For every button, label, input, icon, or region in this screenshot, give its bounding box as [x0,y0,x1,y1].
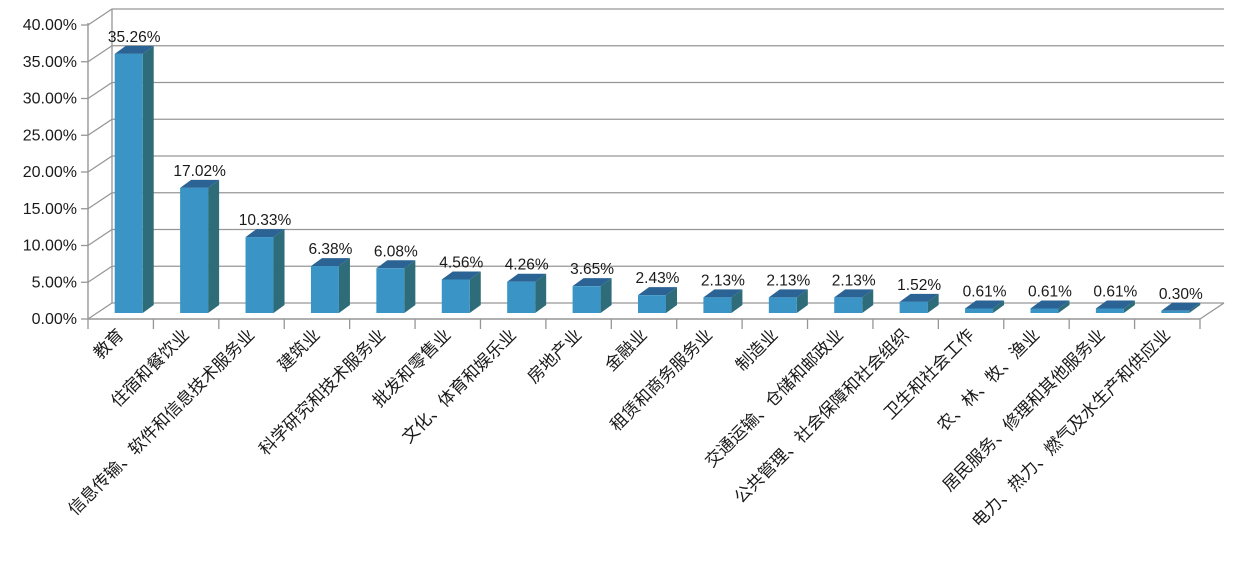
bar [376,268,405,313]
bar-value-label: 17.02% [173,163,226,180]
bar-value-label: 0.61% [1093,284,1137,301]
x-axis-category-label: 制造业 [732,325,781,374]
x-axis-category-label: 建筑业 [274,325,323,374]
bar-top-face [899,293,939,302]
bar-side-face [469,271,481,313]
bar-top-face [703,289,743,298]
bar [703,297,732,313]
bar-side-face [142,45,154,314]
bar-value-label: 4.56% [439,254,483,271]
bar-value-label: 0.61% [1028,284,1072,301]
bar-top-face [572,278,612,287]
bar-top-face [768,289,808,298]
bar-side-face [1123,300,1135,313]
y-axis-tick-label: 0.00% [32,311,77,328]
bar-top-face [834,289,874,298]
gridline [87,155,1224,173]
bar-side-face [600,278,612,313]
bar [899,301,928,313]
x-axis-category-label: 教育 [90,325,127,362]
bar [245,237,274,313]
bar-side-face [731,289,743,313]
bar-side-face [927,293,939,313]
bar [507,281,536,313]
y-axis-tick-label: 5.00% [32,274,77,291]
y-axis-tick-label: 20.00% [23,164,77,181]
bar [572,286,601,313]
bar-top-face [1161,302,1201,311]
y-axis-tick-label: 25.00% [23,127,77,144]
bar-top-face [1030,300,1070,309]
x-axis-category-label: 文化、体育和娱乐业 [398,325,520,447]
y-axis-tick-label: 15.00% [23,201,77,218]
bar [638,295,666,313]
bar [1161,310,1190,313]
bar-top-face [965,300,1005,309]
bar-value-label: 6.08% [374,243,418,260]
bar-top-face [441,271,481,280]
bar [114,53,143,314]
bar-value-label: 1.52% [897,277,941,294]
bar-side-face [404,260,416,313]
x-axis-category-label: 金融业 [601,325,650,374]
bar-value-label: 0.61% [963,284,1007,301]
bar [310,266,339,313]
bar [965,308,994,313]
bar-side-face [338,258,350,313]
bar-value-label: 3.65% [570,261,614,278]
bar [834,297,863,313]
bar-top-face [114,45,154,54]
bar-value-label: 2.13% [832,272,876,289]
bar-side-face [993,300,1005,313]
bar-top-face [638,287,677,296]
bar-value-label: 35.26% [108,29,161,46]
bar-side-face [208,179,220,313]
bar-side-face [666,287,677,313]
bar-top-face [180,179,220,188]
bar-value-label: 2.13% [766,272,810,289]
bar [1095,308,1124,313]
y-axis-tick-label: 10.00% [23,238,77,255]
y-axis-tick-label: 40.00% [23,17,77,34]
bar-side-face [1189,302,1201,313]
bar-value-label: 6.38% [308,241,352,258]
floor-edge [1199,302,1225,320]
bar-side-face [796,289,808,313]
bar-top-face [1095,300,1135,309]
gridline [87,8,1224,26]
bar-side-face [273,229,285,313]
bar-top-face [310,258,350,267]
gridline [87,118,1224,136]
bar-top-face [507,273,547,282]
gridline [87,81,1224,100]
bar-value-label: 2.43% [636,270,680,287]
bar-value-label: 0.30% [1159,286,1203,303]
gridline [87,192,1224,210]
y-axis-tick-label: 30.00% [23,91,77,108]
bar-value-label: 10.33% [239,212,292,229]
bar-value-label: 4.26% [505,257,549,274]
bar [180,187,209,313]
x-axis-category-label: 房地产业 [524,325,586,387]
bar-side-face [535,273,547,313]
bar-top-face [376,260,416,269]
bar [768,297,797,313]
bar [441,279,470,313]
bar-value-label: 2.13% [701,272,745,289]
bar-top-face [245,229,285,238]
bar [1030,308,1059,313]
bar-side-face [862,289,874,313]
x-axis-category-label: 科学研究和技术服务业 [256,325,390,459]
bar-side-face [1058,300,1070,313]
gridline [87,45,1224,63]
y-axis-tick-label: 35.00% [23,54,77,71]
